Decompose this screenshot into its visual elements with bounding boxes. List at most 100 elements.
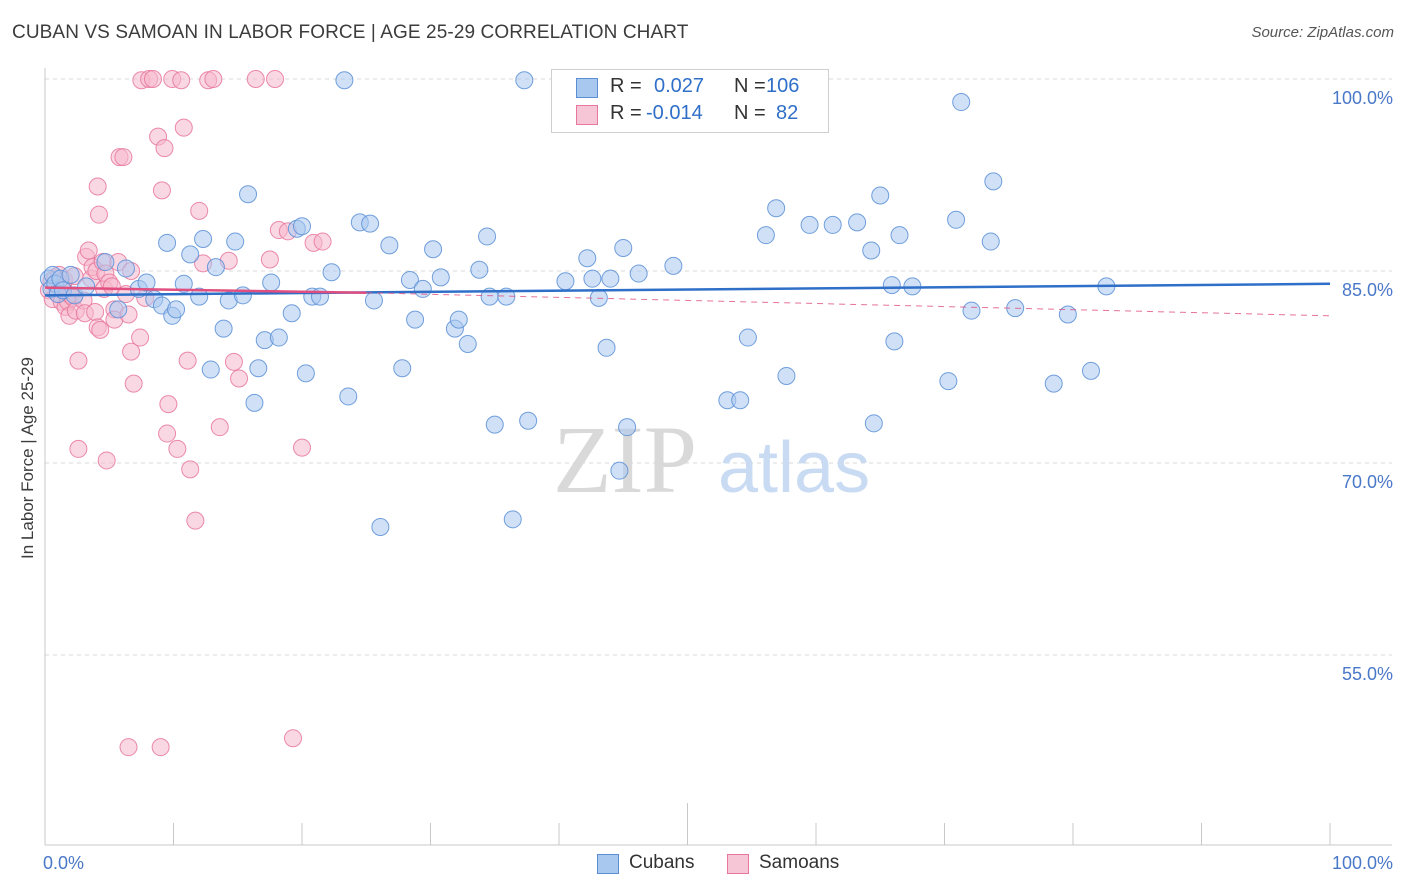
samoan-point: [120, 739, 137, 756]
cuban-point: [263, 274, 280, 291]
cuban-point: [757, 227, 774, 244]
y-tick-label: 100.0%: [1332, 88, 1393, 108]
cuban-point: [246, 394, 263, 411]
samoan-point: [70, 440, 87, 457]
cuban-point: [159, 234, 176, 251]
samoan-point: [225, 353, 242, 370]
watermark-atlas: atlas: [718, 428, 870, 508]
legend-n-label: N =: [734, 75, 766, 98]
cuban-point: [598, 339, 615, 356]
cuban-point: [801, 216, 818, 233]
cubans-legend-label: Cubans: [629, 852, 695, 874]
samoan-point: [179, 352, 196, 369]
cuban-point: [362, 215, 379, 232]
cuban-point: [381, 237, 398, 254]
samoan-point: [231, 370, 248, 387]
cuban-point: [985, 173, 1002, 190]
cuban-point: [311, 288, 328, 305]
samoan-point: [156, 140, 173, 157]
cuban-point: [215, 320, 232, 337]
samoan-point: [205, 71, 222, 88]
cuban-point: [62, 266, 79, 283]
cuban-point: [459, 335, 476, 352]
cuban-point: [863, 242, 880, 259]
cuban-point: [504, 511, 521, 528]
samoan-point: [160, 396, 177, 413]
cuban-point: [195, 231, 212, 248]
samoan-point: [187, 512, 204, 529]
cuban-point: [425, 241, 442, 258]
grid-layer: [45, 79, 1392, 655]
cuban-point: [824, 216, 841, 233]
legend-n-value: 106: [766, 75, 799, 98]
cuban-point: [886, 333, 903, 350]
cuban-point: [117, 260, 134, 277]
samoan-point: [294, 439, 311, 456]
samoan-point: [175, 119, 192, 136]
cuban-point: [665, 257, 682, 274]
watermark: ZIP atlas: [553, 406, 870, 513]
cuban-point: [615, 239, 632, 256]
cuban-point: [891, 227, 908, 244]
cuban-point: [1082, 362, 1099, 379]
legend-r-label: R =: [610, 102, 642, 125]
samoans-legend-swatch: [727, 854, 749, 874]
samoans-swatch: [576, 105, 598, 125]
cuban-point: [619, 419, 636, 436]
y-tick-label: 85.0%: [1342, 280, 1393, 300]
cuban-point: [732, 392, 749, 409]
cuban-point: [1045, 375, 1062, 392]
samoan-point: [267, 71, 284, 88]
cuban-point: [168, 301, 185, 318]
cuban-point: [110, 301, 127, 318]
cuban-point: [982, 233, 999, 250]
cuban-point: [365, 292, 382, 309]
cuban-point: [611, 462, 628, 479]
y-tick-label: 55.0%: [1342, 664, 1393, 684]
samoan-point: [125, 375, 142, 392]
cuban-point: [557, 273, 574, 290]
cubans-swatch: [576, 78, 598, 98]
cuban-point: [778, 367, 795, 384]
legend-r-value: -0.014: [646, 102, 703, 125]
cuban-point: [283, 305, 300, 322]
cuban-point: [520, 412, 537, 429]
samoan-point: [153, 182, 170, 199]
cuban-point: [602, 270, 619, 287]
samoan-point: [261, 251, 278, 268]
samoan-point: [211, 419, 228, 436]
samoan-point: [314, 233, 331, 250]
cuban-point: [865, 415, 882, 432]
cuban-point: [340, 388, 357, 405]
cuban-point: [270, 329, 287, 346]
samoan-point: [98, 452, 115, 469]
samoan-point: [173, 72, 190, 89]
cuban-point: [432, 269, 449, 286]
cuban-point: [486, 416, 503, 433]
cuban-point: [953, 94, 970, 111]
cuban-point: [872, 187, 889, 204]
samoan-point: [92, 321, 109, 338]
cuban-point: [234, 287, 251, 304]
cuban-point: [240, 186, 257, 203]
samoans-legend-label: Samoans: [759, 852, 839, 874]
cuban-point: [883, 277, 900, 294]
cuban-point: [940, 373, 957, 390]
cuban-point: [78, 278, 95, 295]
cuban-point: [394, 360, 411, 377]
scatter-chart: ZIP atlas 55.0%70.0%85.0%100.0%0.0% 100.0…: [0, 0, 1406, 892]
samoan-point: [89, 178, 106, 195]
cuban-point: [227, 233, 244, 250]
cuban-point: [471, 261, 488, 278]
cubans-legend-swatch: [597, 854, 619, 874]
legend-n-value: 82: [776, 102, 798, 125]
samoan-point: [152, 739, 169, 756]
samoan-point: [144, 71, 161, 88]
cuban-point: [202, 361, 219, 378]
cuban-point: [207, 259, 224, 276]
samoan-point: [70, 352, 87, 369]
cuban-point: [323, 264, 340, 281]
cuban-point: [584, 270, 601, 287]
cuban-point: [963, 302, 980, 319]
legend-r-label: R =: [610, 75, 642, 98]
